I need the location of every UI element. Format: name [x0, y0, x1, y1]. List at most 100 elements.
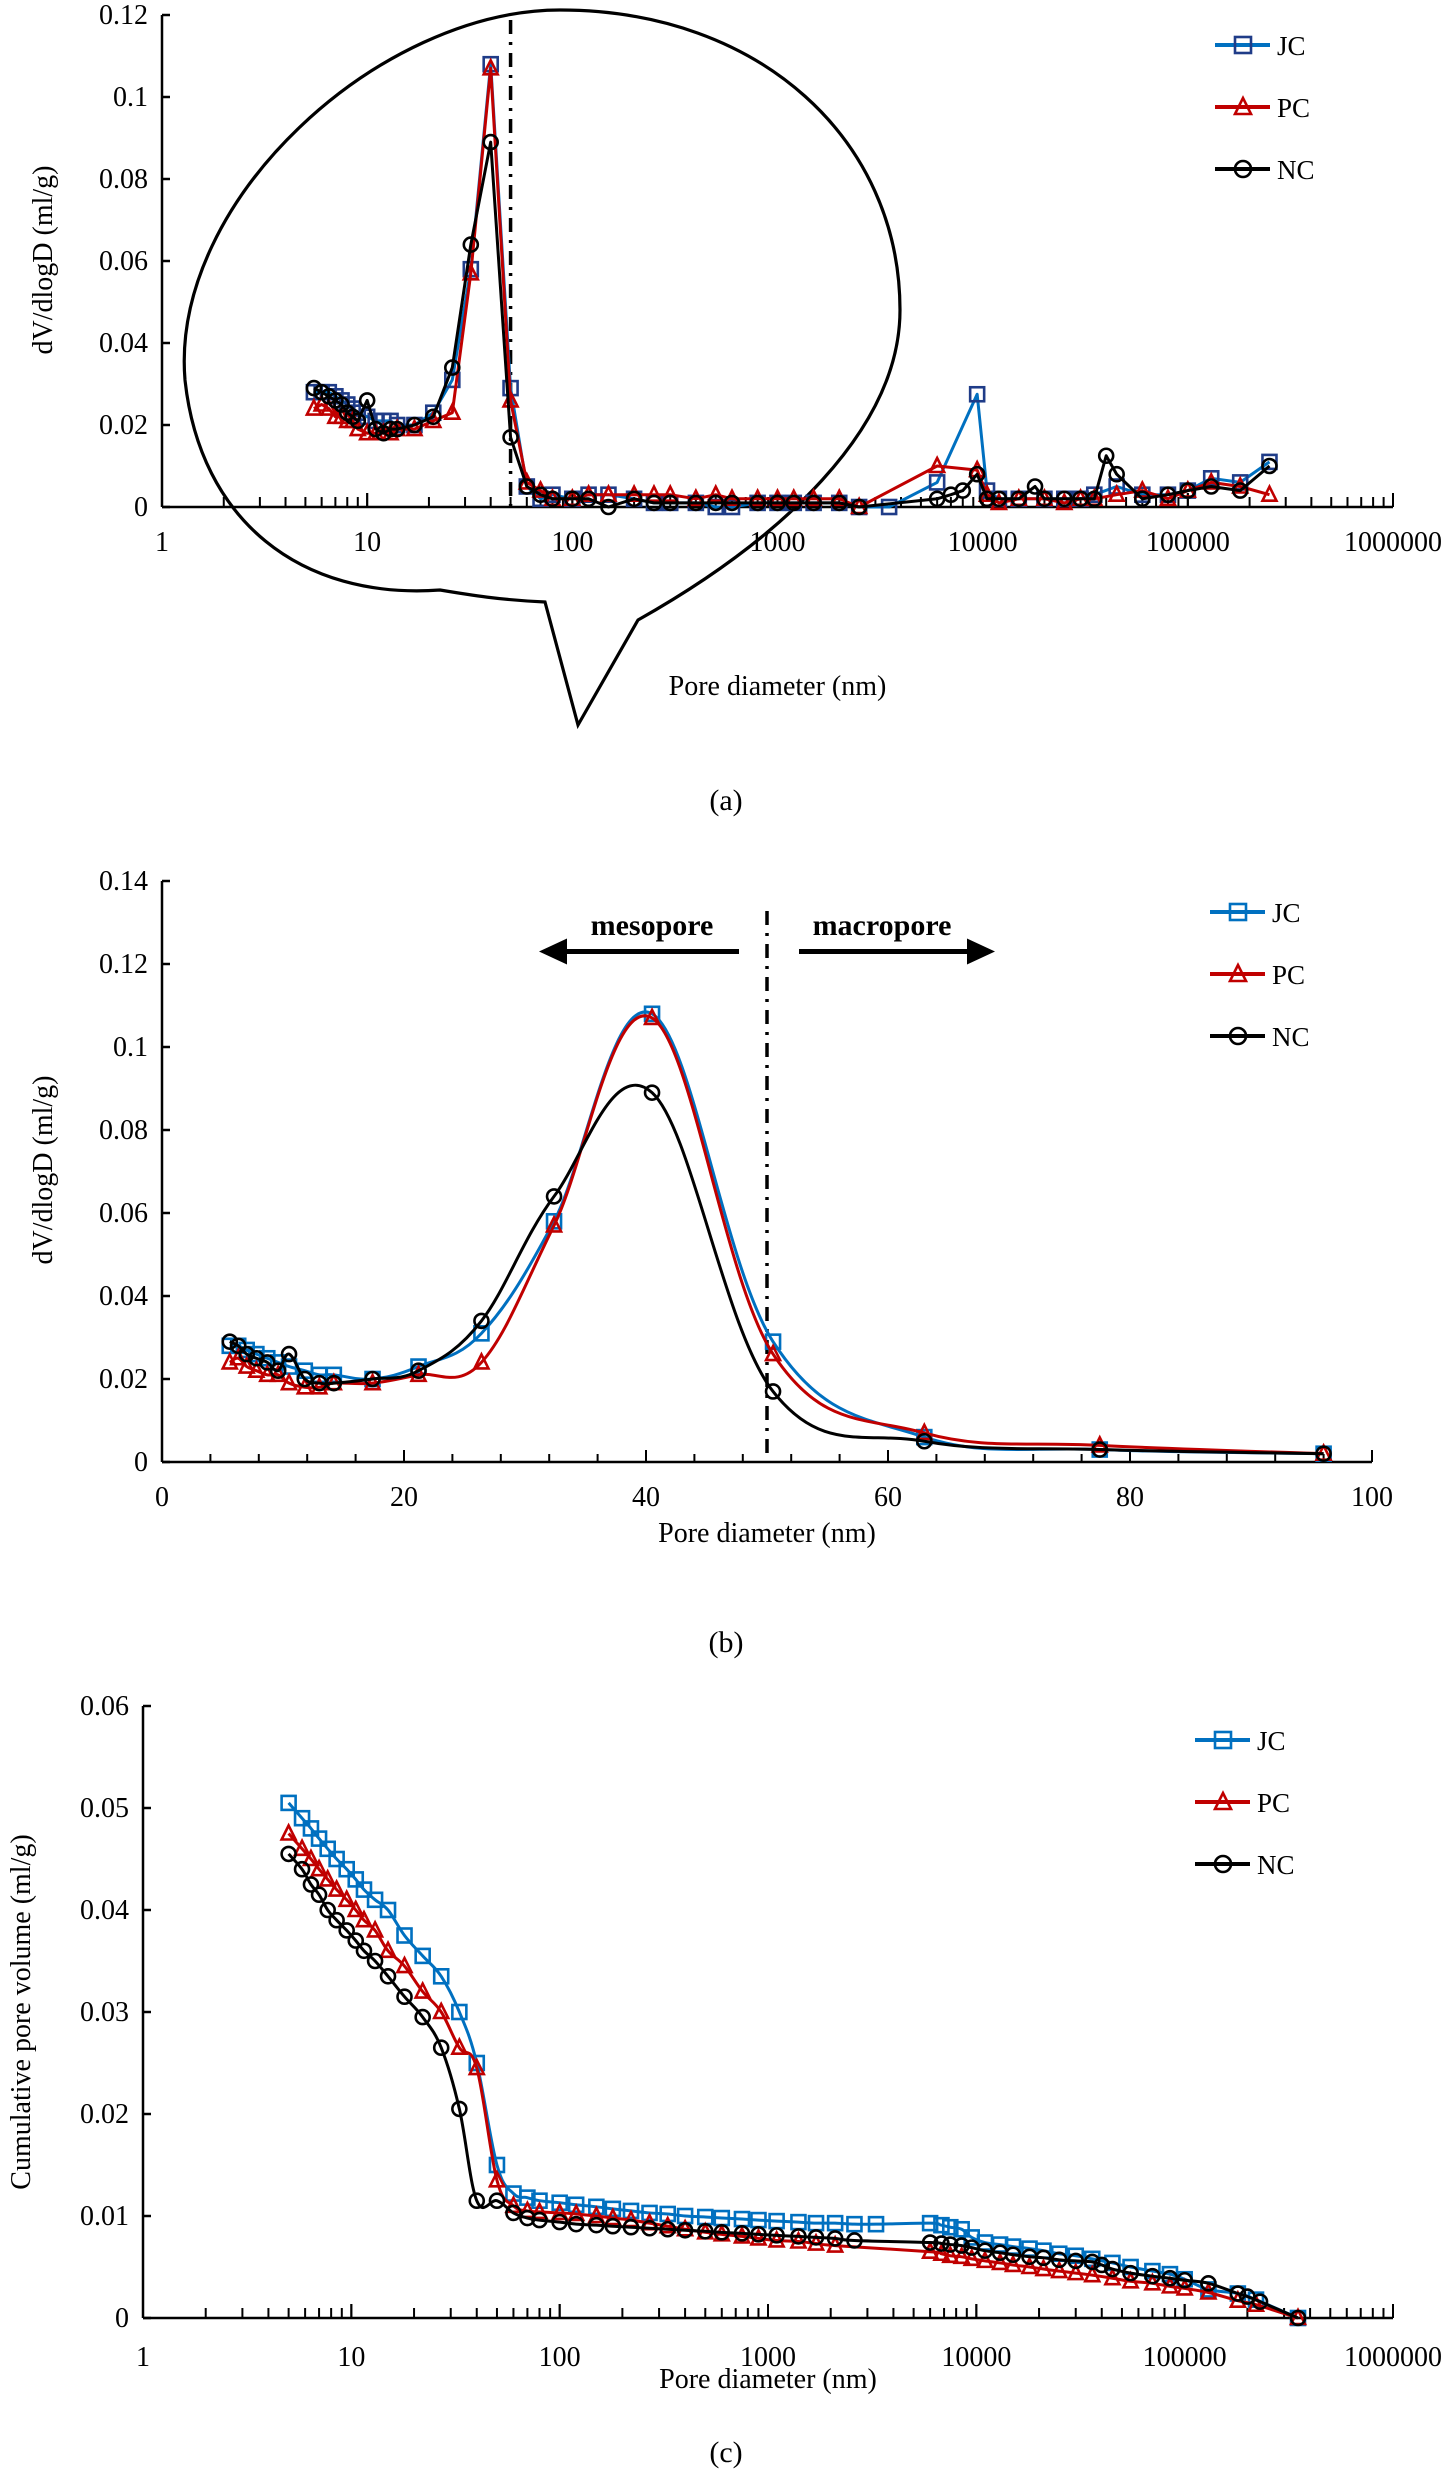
- panel-label: (c): [709, 2436, 742, 2469]
- data-point: [355, 1942, 373, 1960]
- x-tick-label: 1000: [740, 2342, 796, 2373]
- data-point: [366, 1952, 384, 1970]
- data-point: [1199, 2281, 1218, 2300]
- y-tick-label: 0.12: [99, 949, 148, 980]
- data-point: [661, 483, 680, 503]
- x-tick-label: 1000: [750, 527, 806, 558]
- data-point: [378, 1939, 398, 1959]
- data-point: [280, 1845, 297, 1863]
- legend-item-JC: JC: [1210, 898, 1301, 928]
- data-point: [221, 1333, 239, 1350]
- data-point: [1050, 2260, 1069, 2279]
- legend-marker-icon: [1232, 95, 1254, 116]
- data-point: [379, 1968, 397, 1985]
- data-point: [1231, 482, 1249, 499]
- legend-label: NC: [1257, 1850, 1295, 1880]
- data-point: [379, 1901, 397, 1919]
- data-point: [518, 478, 536, 495]
- legend-label: PC: [1272, 960, 1305, 990]
- data-point: [1020, 2256, 1039, 2275]
- legend-item-NC: NC: [1210, 1022, 1310, 1052]
- legend-item-PC: PC: [1210, 960, 1305, 990]
- x-tick-label: 80: [1116, 1482, 1144, 1513]
- data-point: [530, 2201, 549, 2220]
- data-point: [604, 2217, 622, 2235]
- legend-item-NC: NC: [1195, 1850, 1295, 1880]
- data-point: [1067, 2252, 1085, 2270]
- data-point: [764, 1383, 782, 1400]
- y-tick-label: 0.02: [99, 1364, 148, 1395]
- legend-label: PC: [1277, 93, 1310, 123]
- series-JC: [221, 1005, 1332, 1462]
- data-point: [487, 2169, 507, 2188]
- data-point: [279, 1822, 298, 1841]
- x-tick-label: 10: [337, 2342, 365, 2373]
- data-point: [462, 236, 480, 253]
- data-point: [328, 1850, 345, 1868]
- data-point: [604, 2200, 622, 2218]
- data-point: [451, 2003, 468, 2021]
- data-point: [1107, 483, 1126, 503]
- legend-marker-icon: [1233, 35, 1253, 55]
- data-point: [658, 2215, 677, 2234]
- chart-c: 0 0.01 0.02 0.03 0.04 0.05 0.06 1 10 100 1000 10000…: [6, 1691, 1442, 2469]
- y-tick-label: 0.08: [99, 164, 148, 195]
- series-JC: [305, 55, 1278, 516]
- data-point: [953, 2237, 970, 2254]
- data-point: [1034, 2258, 1053, 2277]
- y-tick-label: 0.01: [80, 2201, 129, 2232]
- data-point: [292, 1837, 312, 1857]
- series-line-PC: [313, 66, 1270, 509]
- data-point: [482, 133, 499, 151]
- data-point: [310, 1830, 328, 1847]
- data-point: [588, 2198, 605, 2216]
- data-point: [443, 401, 462, 421]
- data-point: [962, 2247, 981, 2267]
- data-point: [1083, 2253, 1101, 2271]
- data-point: [625, 490, 643, 508]
- data-point: [551, 2213, 568, 2231]
- data-point: [414, 2008, 431, 2026]
- data-point: [850, 498, 868, 516]
- data-point: [1144, 2267, 1161, 2285]
- data-point: [328, 1911, 345, 1929]
- data-point: [915, 1422, 934, 1441]
- data-point: [258, 1354, 276, 1371]
- data-point: [405, 418, 424, 437]
- x-tick-label: 100: [551, 527, 593, 558]
- y-tick-label: 0.06: [99, 246, 148, 277]
- data-point: [933, 2216, 950, 2234]
- data-point: [366, 1891, 384, 1909]
- data-point: [327, 1878, 346, 1897]
- data-point: [921, 2214, 939, 2232]
- x-tick-label: 0: [155, 1482, 169, 1513]
- data-point: [789, 2230, 808, 2249]
- legend-item-NC: NC: [1215, 155, 1315, 185]
- series-PC: [220, 1007, 1333, 1461]
- data-point: [1159, 486, 1177, 504]
- data-point: [432, 1968, 450, 1985]
- data-point: [1229, 2285, 1247, 2302]
- data-point: [805, 494, 822, 512]
- data-point: [432, 2039, 450, 2056]
- data-point: [296, 1370, 314, 1388]
- x-tick-label: 100: [539, 2342, 581, 2373]
- data-point: [713, 2224, 731, 2241]
- legend: JC PC NC: [1215, 31, 1315, 185]
- data-point: [363, 1372, 382, 1391]
- series-line-JC: [229, 1010, 1324, 1456]
- data-point: [354, 1909, 374, 1928]
- callout-ellipse: [182, 8, 902, 730]
- data-point: [954, 482, 972, 499]
- data-point: [364, 1370, 381, 1388]
- data-point: [1026, 478, 1044, 495]
- data-point: [763, 1343, 783, 1362]
- data-point: [451, 2100, 468, 2118]
- data-point: [867, 2215, 885, 2233]
- series-line-JC: [313, 62, 1271, 509]
- left-arrow-icon: [539, 938, 567, 965]
- data-point: [989, 491, 1009, 511]
- y-tick-label: 0: [115, 2303, 129, 2334]
- data-point: [645, 494, 663, 512]
- data-point: [567, 2203, 586, 2222]
